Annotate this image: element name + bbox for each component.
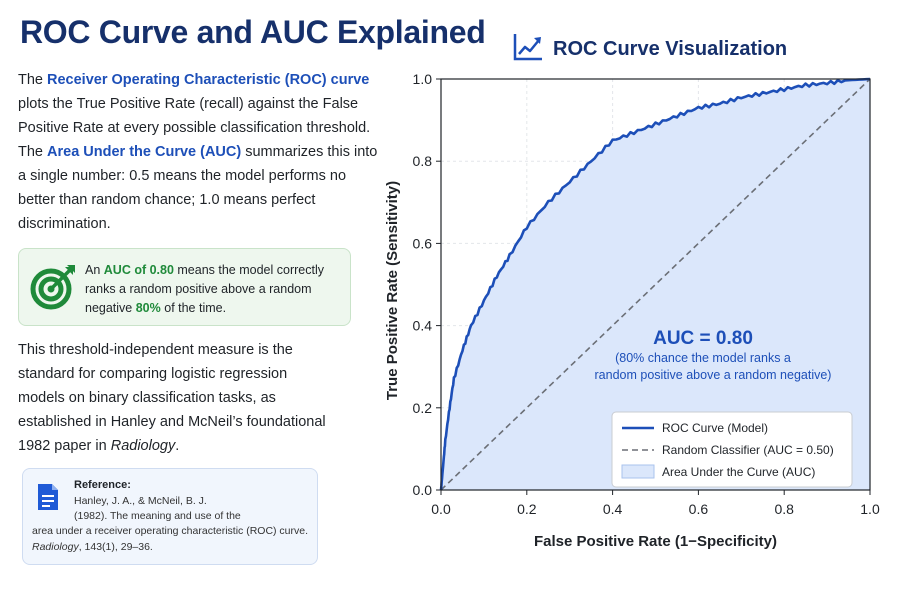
legend: ROC Curve (Model) Random Classifier (AUC… xyxy=(611,411,853,488)
intro-paragraph: The Receiver Operating Characteristic (R… xyxy=(18,68,383,236)
reference-line-2: (1982). The meaning and use of the xyxy=(74,510,241,522)
reference-journal: Radiology xyxy=(32,541,79,553)
legend-roc-label: ROC Curve (Model) xyxy=(662,421,768,435)
callout-text-1: An xyxy=(85,263,104,277)
callout-text-3: of the time. xyxy=(160,301,227,315)
x-tick-label: 0.4 xyxy=(603,501,623,517)
y-tick-label: 0.0 xyxy=(413,482,433,498)
ticks: 0.0 0.2 0.4 0.6 0.8 1.0 0.0 0.2 0.4 0.6 0.8 1.0 xyxy=(413,71,880,517)
reference-heading: Reference: xyxy=(74,479,131,491)
reference-line-4: Radiology, 143(1), 29–36. xyxy=(32,541,153,553)
auc-annotation-main: AUC = 0.80 xyxy=(653,328,753,349)
callout-text-2: means the model correctly ranks a random… xyxy=(85,263,324,315)
legend-box xyxy=(611,411,853,488)
y-tick-label: 0.6 xyxy=(413,235,433,251)
intro-text-3: summarizes this into a single number: 0.… xyxy=(18,144,378,232)
reference-citation: , 143(1), 29–36. xyxy=(78,541,153,553)
legend-area-label: Area Under the Curve (AUC) xyxy=(662,465,815,479)
roc-curve-line xyxy=(439,77,871,491)
legend-area-swatch xyxy=(621,464,655,479)
y-tick-label: 0.8 xyxy=(413,153,433,169)
intro-text-2: plots the True Positive Rate (recall) ag… xyxy=(18,96,371,160)
threshold-paragraph: This threshold-independent measure is th… xyxy=(18,338,328,458)
y-tick-label: 1.0 xyxy=(413,71,433,87)
reference-line-1: Hanley, J. A., & McNeil, B. J. xyxy=(74,495,207,507)
reference-line-3: area under a receiver operating characte… xyxy=(32,525,309,537)
chart-title: ROC Curve Visualization xyxy=(553,38,787,60)
callout-text: An AUC of 0.80 means the model correctly… xyxy=(85,261,347,318)
x-tick-label: 1.0 xyxy=(860,501,880,517)
y-axis-label: True Positive Rate (Sensitivity) xyxy=(384,181,401,400)
auc-annotation-sub-1: (80% chance the model ranks a xyxy=(615,351,791,365)
line-chart-up-icon xyxy=(513,34,542,61)
y-tick-label: 0.4 xyxy=(413,318,433,334)
auc-annotation-sub-2: random positive above a random negative) xyxy=(595,368,832,382)
y-tick-label: 0.2 xyxy=(413,400,433,416)
page-title: ROC Curve and AUC Explained xyxy=(20,14,486,50)
journal-name: Radiology xyxy=(110,438,176,454)
legend-random-label: Random Classifier (AUC = 0.50) xyxy=(662,443,834,457)
auc-callout: An AUC of 0.80 means the model correctly… xyxy=(18,248,351,326)
reference-box: Reference: Hanley, J. A., & McNeil, B. J… xyxy=(22,468,318,565)
x-axis-label: False Positive Rate (1−Specificity) xyxy=(534,533,777,550)
auc-annotation: AUC = 0.80 (80% chance the model ranks a… xyxy=(595,328,832,382)
callout-percent: 80% xyxy=(135,301,161,315)
intro-text-1: The xyxy=(18,72,48,88)
auc-term: Area Under the Curve (AUC) xyxy=(47,144,242,160)
x-tick-label: 0.6 xyxy=(689,501,709,517)
plot-frame xyxy=(440,78,871,491)
document-icon xyxy=(38,484,58,510)
threshold-text-1: This threshold-independent measure is th… xyxy=(18,342,326,454)
x-tick-label: 0.0 xyxy=(431,501,451,517)
x-tick-label: 0.2 xyxy=(517,501,537,517)
chart-title-group: ROC Curve Visualization xyxy=(513,34,787,61)
target-icon xyxy=(30,265,75,310)
random-classifier-line xyxy=(440,78,871,491)
callout-auc-value: AUC of 0.80 xyxy=(103,263,174,277)
threshold-text-2: . xyxy=(175,438,180,454)
x-tick-label: 0.8 xyxy=(774,501,794,517)
roc-term: Receiver Operating Characteristic (ROC) … xyxy=(47,72,370,88)
